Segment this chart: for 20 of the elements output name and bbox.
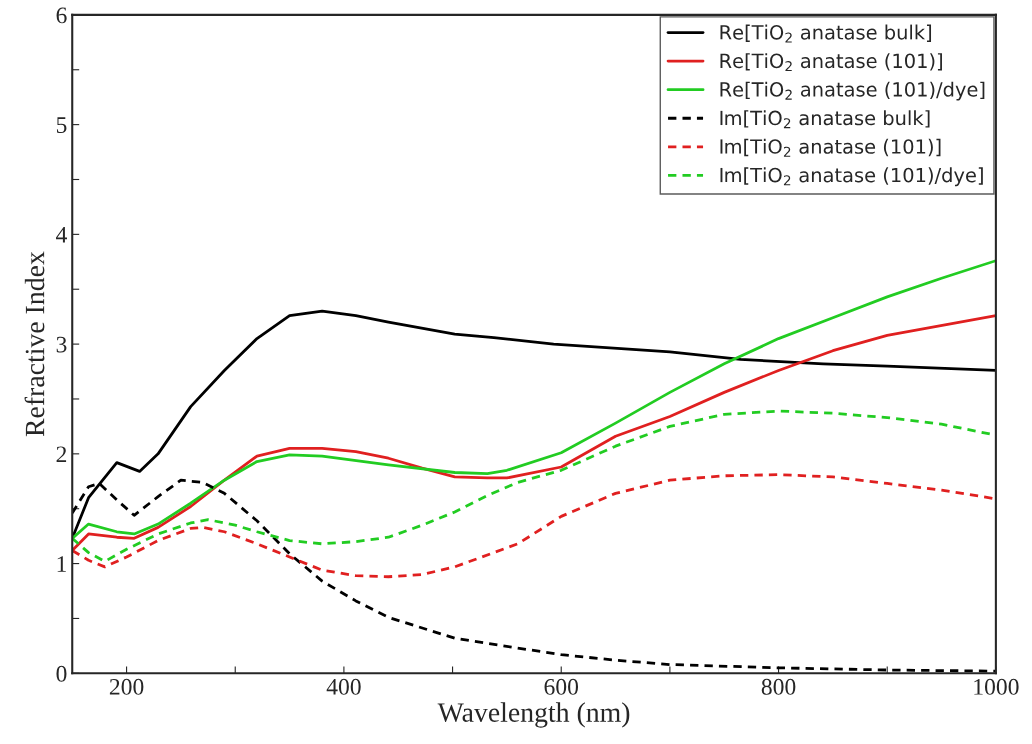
x-tick-label: 600	[544, 678, 579, 695]
y-tick-label: 2	[56, 446, 67, 463]
x-tick-label: 200	[109, 678, 144, 695]
legend-label: Im[TiO$_{2}$ anatase bulk]	[720, 110, 930, 129]
legend-label: Re[TiO$_{2}$ anatase bulk]	[720, 24, 932, 43]
x-tick-label: 800	[761, 678, 796, 695]
x-tick-label: 400	[326, 678, 361, 695]
y-tick-label: 4	[56, 227, 68, 243]
legend-label: Im[TiO$_{2}$ anatase (101)/dye]	[720, 167, 983, 187]
x-axis-title: Wavelength (nm)	[437, 702, 630, 728]
legend-label: Re[TiO$_{2}$ anatase (101)]	[720, 53, 942, 72]
y-tick-label: 5	[56, 117, 67, 134]
y-tick-label: 3	[56, 336, 67, 353]
y-tick-label: 6	[56, 7, 67, 24]
y-tick-label: 1	[57, 556, 66, 572]
legend-label: Im[TiO$_{2}$ anatase (101)]	[720, 138, 941, 157]
legend-label: Re[TiO$_{2}$ anatase (101)/dye]	[720, 81, 985, 101]
y-tick-label: 0	[56, 665, 67, 682]
x-tick-label: 1000	[974, 678, 1019, 695]
y-axis-title: Refractive Index	[24, 251, 45, 437]
